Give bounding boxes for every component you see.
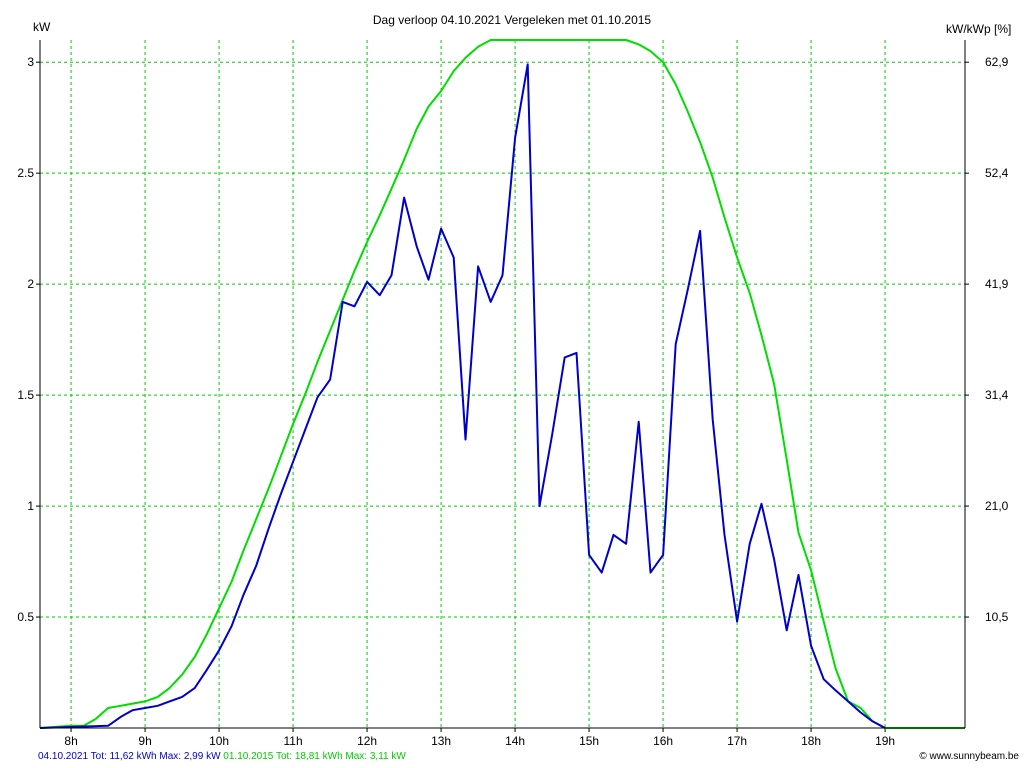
x-axis-ticks: 8h 9h 10h 11h 12h 13h 14h 15h 16h 17h 18h 19h bbox=[64, 728, 895, 748]
x-tick-label: 19h bbox=[875, 734, 895, 748]
x-tick-label: 14h bbox=[505, 734, 525, 748]
y-right-tick-label: 62,9 bbox=[985, 55, 1009, 69]
y-axis-left-label: kW bbox=[33, 20, 51, 34]
y-right-tick-label: 21,0 bbox=[985, 499, 1009, 513]
grid-lines bbox=[40, 40, 965, 728]
footer-summary: 04.10.2021 Tot: 11,62 kWh Max: 2,99 kW 0… bbox=[38, 751, 406, 762]
x-tick-label: 16h bbox=[653, 734, 673, 748]
x-tick-label: 12h bbox=[357, 734, 377, 748]
x-tick-label: 17h bbox=[727, 734, 747, 748]
copyright-text: © www.sunnybeam.be bbox=[919, 751, 1019, 762]
series-line-green-2015 bbox=[39, 39, 965, 729]
y-left-tick-label: 0.5 bbox=[17, 610, 34, 624]
series2-summary: 01.10.2015 Tot: 18,81 kWh Max: 3,11 kW bbox=[220, 751, 406, 762]
plot-area bbox=[40, 40, 965, 728]
y-left-tick-label: 2.5 bbox=[17, 166, 34, 180]
y-right-tick-label: 31,4 bbox=[985, 388, 1009, 402]
chart-title: Dag verloop 04.10.2021 Vergeleken met 01… bbox=[373, 13, 652, 27]
y-left-tick-label: 1 bbox=[27, 499, 34, 513]
x-tick-label: 8h bbox=[64, 734, 77, 748]
y-right-tick-label: 10,5 bbox=[985, 610, 1009, 624]
y-right-tick-label: 52,4 bbox=[985, 166, 1009, 180]
x-tick-label: 10h bbox=[209, 734, 229, 748]
series1-summary: 04.10.2021 Tot: 11,62 kWh Max: 2,99 kW bbox=[38, 751, 221, 762]
series-lines bbox=[39, 39, 965, 729]
x-tick-label: 15h bbox=[579, 734, 599, 748]
y-right-tick-label: 41,9 bbox=[985, 277, 1009, 291]
y-axis-left-ticks: 0.5 1 1.5 2 2.5 3 bbox=[17, 55, 40, 624]
x-tick-label: 11h bbox=[284, 734, 303, 748]
y-left-tick-label: 3 bbox=[27, 55, 34, 69]
y-axis-right-label: kW/kWp [%] bbox=[946, 22, 1011, 36]
y-left-tick-label: 2 bbox=[27, 277, 34, 291]
x-tick-label: 9h bbox=[138, 734, 151, 748]
x-tick-label: 13h bbox=[431, 734, 451, 748]
y-left-tick-label: 1.5 bbox=[17, 388, 34, 402]
x-tick-label: 18h bbox=[801, 734, 821, 748]
y-axis-right-ticks: 10,5 21,0 31,4 41,9 52,4 62,9 bbox=[965, 55, 1009, 624]
series-line-blue-2021 bbox=[39, 63, 886, 729]
